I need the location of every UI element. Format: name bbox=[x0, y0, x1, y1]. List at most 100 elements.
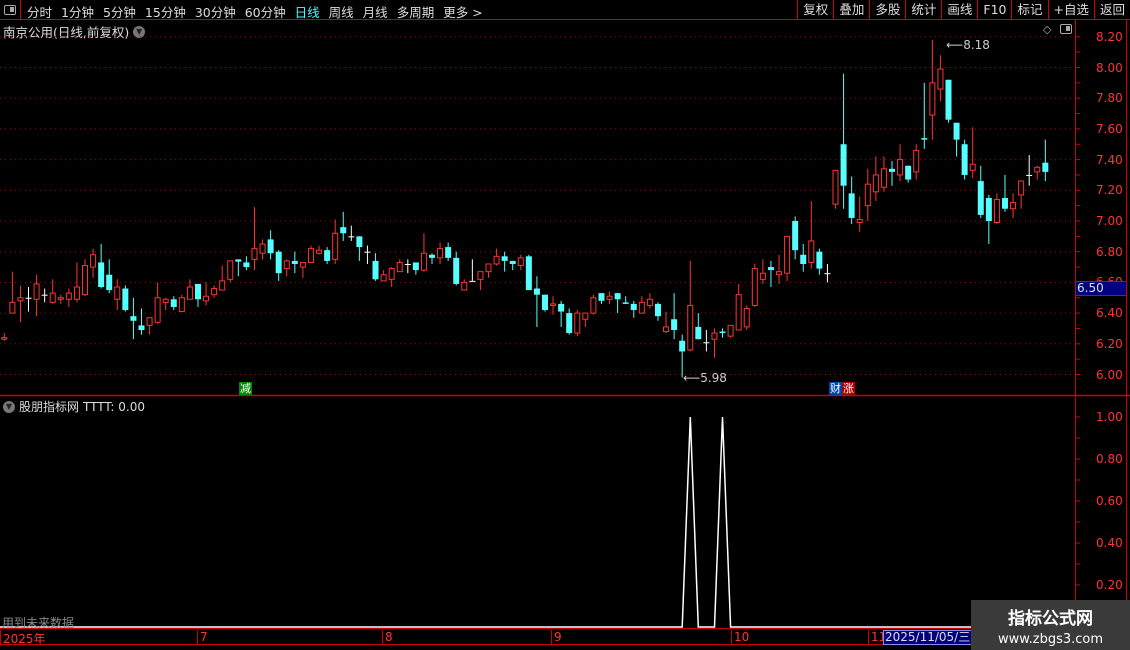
period-tab[interactable]: 1分钟 bbox=[61, 5, 94, 20]
indicator-tick: 1.00 bbox=[1096, 410, 1123, 424]
indicator-tick: 0.60 bbox=[1096, 494, 1123, 508]
low-price-label: ⟵5.98 bbox=[683, 371, 727, 385]
period-tab[interactable]: 15分钟 bbox=[144, 5, 186, 20]
candle-body bbox=[880, 168, 887, 188]
toolbar-button[interactable]: +自选 bbox=[1047, 0, 1094, 20]
candle-body bbox=[905, 165, 912, 180]
candle-body bbox=[816, 251, 823, 269]
candle-body bbox=[808, 240, 815, 263]
diamond-icon[interactable]: ◇ bbox=[1043, 23, 1052, 36]
candle-body bbox=[275, 251, 282, 274]
candle-body bbox=[582, 312, 589, 320]
candle-body bbox=[404, 263, 411, 265]
candle-body bbox=[832, 169, 839, 205]
candle-body bbox=[695, 326, 702, 340]
price-tick: 7.00 bbox=[1096, 214, 1123, 228]
candle-body bbox=[461, 281, 468, 291]
candle-body bbox=[291, 260, 298, 264]
candle-body bbox=[525, 256, 532, 291]
period-tab[interactable]: 5分钟 bbox=[102, 5, 136, 20]
toolbar-button[interactable]: 叠加 bbox=[833, 0, 869, 20]
period-tab[interactable]: 多周期 bbox=[396, 5, 435, 20]
candle-body bbox=[299, 261, 306, 268]
toolbar-button[interactable]: 画线 bbox=[941, 0, 977, 20]
indicator-tick: 0.40 bbox=[1096, 536, 1123, 550]
candle-body bbox=[186, 286, 193, 300]
candle-body bbox=[146, 317, 153, 326]
price-tick: 6.00 bbox=[1096, 367, 1123, 382]
toolbar-button[interactable]: F10 bbox=[977, 0, 1011, 20]
jian-mark[interactable]: 减 bbox=[239, 382, 252, 395]
date-label: 10 bbox=[731, 630, 749, 645]
chevron-down-icon[interactable]: ▼ bbox=[3, 400, 15, 413]
zhang-mark[interactable]: 涨 bbox=[842, 382, 855, 395]
period-tab[interactable]: 周线 bbox=[328, 5, 354, 20]
candle-body bbox=[316, 249, 323, 254]
candle-body bbox=[654, 303, 661, 317]
candle-body bbox=[9, 301, 16, 314]
candle-body bbox=[65, 292, 72, 300]
candle-body bbox=[219, 280, 226, 291]
period-tab[interactable]: 分时 bbox=[27, 5, 53, 20]
chevron-down-icon[interactable]: ▼ bbox=[133, 25, 146, 38]
candle-body bbox=[517, 257, 524, 267]
candle-body bbox=[364, 251, 371, 253]
candle-body bbox=[130, 316, 137, 321]
candle-body bbox=[57, 297, 64, 300]
candle-body bbox=[953, 122, 960, 140]
candle-body bbox=[663, 326, 670, 333]
high-price-label: ⟵8.18 bbox=[946, 38, 990, 52]
candle-body bbox=[41, 294, 48, 296]
panel-toggle-icon[interactable] bbox=[1060, 24, 1072, 34]
top-toolbar: 分时 1分钟 5分钟 15分钟 30分钟 60分钟 日线 周线 月线 多周期 更多 > 复权 叠加 多股… bbox=[0, 0, 1130, 20]
price-tick: 7.20 bbox=[1096, 183, 1123, 198]
candle-body bbox=[792, 221, 799, 251]
toolbar-button[interactable]: 多股 bbox=[869, 0, 905, 20]
cursor-date: 2025/11/05/三 bbox=[883, 630, 973, 645]
candle-body bbox=[259, 243, 266, 254]
toolbar-button[interactable]: 返回 bbox=[1093, 0, 1130, 20]
cai-mark[interactable]: 财 bbox=[829, 382, 842, 395]
period-tab[interactable]: 更多 > bbox=[443, 5, 483, 20]
period-tab[interactable]: 60分钟 bbox=[244, 5, 286, 20]
candle-body bbox=[356, 236, 363, 248]
toolbar-button[interactable]: 标记 bbox=[1011, 0, 1047, 20]
indicator-name[interactable]: 股朋指标网 bbox=[19, 400, 80, 414]
candle-body bbox=[937, 68, 944, 90]
date-label: 2025年 bbox=[0, 630, 46, 646]
candle-body bbox=[194, 283, 201, 300]
date-label: 7 bbox=[197, 630, 208, 645]
candle-body bbox=[106, 274, 113, 291]
candle-body bbox=[961, 144, 968, 175]
period-tab[interactable]: 月线 bbox=[362, 5, 388, 20]
period-tab[interactable]: 30分钟 bbox=[194, 5, 236, 20]
panel-toggle-button[interactable] bbox=[0, 0, 21, 20]
candle-body bbox=[138, 325, 145, 330]
candle-body bbox=[82, 265, 88, 296]
toolbar-button[interactable]: 复权 bbox=[797, 0, 833, 20]
candle-body bbox=[541, 294, 548, 311]
candle-body bbox=[735, 294, 742, 331]
candle-body bbox=[558, 303, 565, 312]
candle-body bbox=[533, 288, 540, 295]
candle-body bbox=[485, 263, 492, 273]
candle-body bbox=[243, 262, 250, 268]
candle-body bbox=[864, 183, 871, 207]
candle-body bbox=[767, 267, 774, 271]
candle-body bbox=[178, 297, 185, 313]
candle-body bbox=[162, 298, 169, 303]
price-tick: 7.60 bbox=[1096, 121, 1123, 136]
candle-body bbox=[170, 299, 177, 307]
candle-body bbox=[324, 250, 331, 261]
candle-body bbox=[437, 248, 444, 259]
candle-body bbox=[840, 144, 847, 186]
candle-body bbox=[590, 297, 597, 314]
toolbar-button[interactable]: 统计 bbox=[905, 0, 941, 20]
candle-body bbox=[33, 283, 40, 300]
candle-body bbox=[889, 168, 895, 172]
date-label: 9 bbox=[551, 630, 562, 645]
period-tab[interactable]: 日线 bbox=[294, 5, 320, 20]
toolbar-buttons: 复权 叠加 多股 统计 画线 F10 标记 +自选 返回 bbox=[797, 0, 1130, 20]
candle-body bbox=[993, 199, 1000, 224]
candle-body bbox=[114, 286, 121, 300]
